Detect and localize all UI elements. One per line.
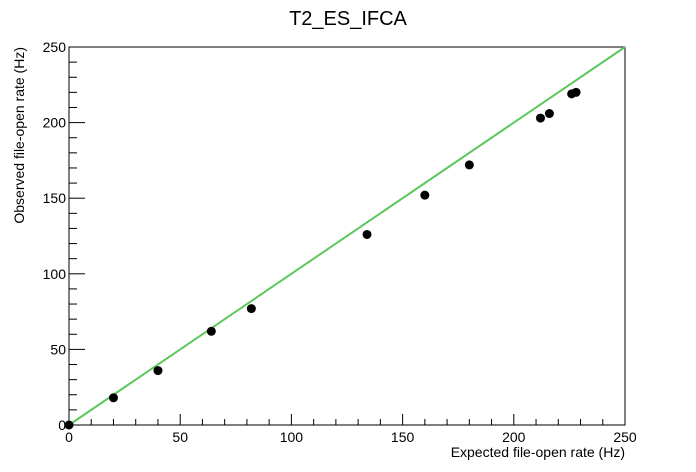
x-tick-label: 250	[613, 429, 637, 445]
x-tick-label: 0	[65, 429, 73, 445]
x-tick-label: 200	[502, 429, 526, 445]
chart-title: T2_ES_IFCA	[289, 8, 407, 30]
axis-tick-labels: 0 50 100 150 200 250 0 50 100 150 200 250	[43, 39, 637, 445]
data-point	[571, 87, 581, 97]
y-tick-label: 50	[50, 341, 66, 357]
data-point	[535, 113, 545, 123]
data-point	[544, 109, 554, 119]
data-point	[464, 160, 474, 170]
plot-frame	[68, 46, 626, 426]
data-point	[206, 326, 216, 336]
y-tick-label: 200	[43, 115, 67, 131]
data-point	[362, 229, 372, 239]
x-tick-label: 50	[172, 429, 188, 445]
x-tick-label: 100	[280, 429, 304, 445]
y-tick-label: 0	[58, 417, 66, 433]
y-axis-label: Observed file-open rate (Hz)	[11, 47, 27, 224]
y-tick-label: 100	[43, 266, 67, 282]
data-point	[108, 393, 118, 403]
y-tick-label: 150	[43, 190, 67, 206]
x-axis-label: Expected file-open rate (Hz)	[451, 444, 625, 460]
axis-ticks	[68, 46, 626, 426]
data-points	[64, 87, 581, 430]
x-tick-label: 150	[391, 429, 415, 445]
y-tick-label: 250	[43, 39, 67, 55]
data-point	[246, 304, 256, 314]
data-point	[420, 190, 430, 200]
data-point	[153, 366, 163, 376]
data-point	[64, 420, 74, 430]
reference-line	[68, 46, 626, 426]
